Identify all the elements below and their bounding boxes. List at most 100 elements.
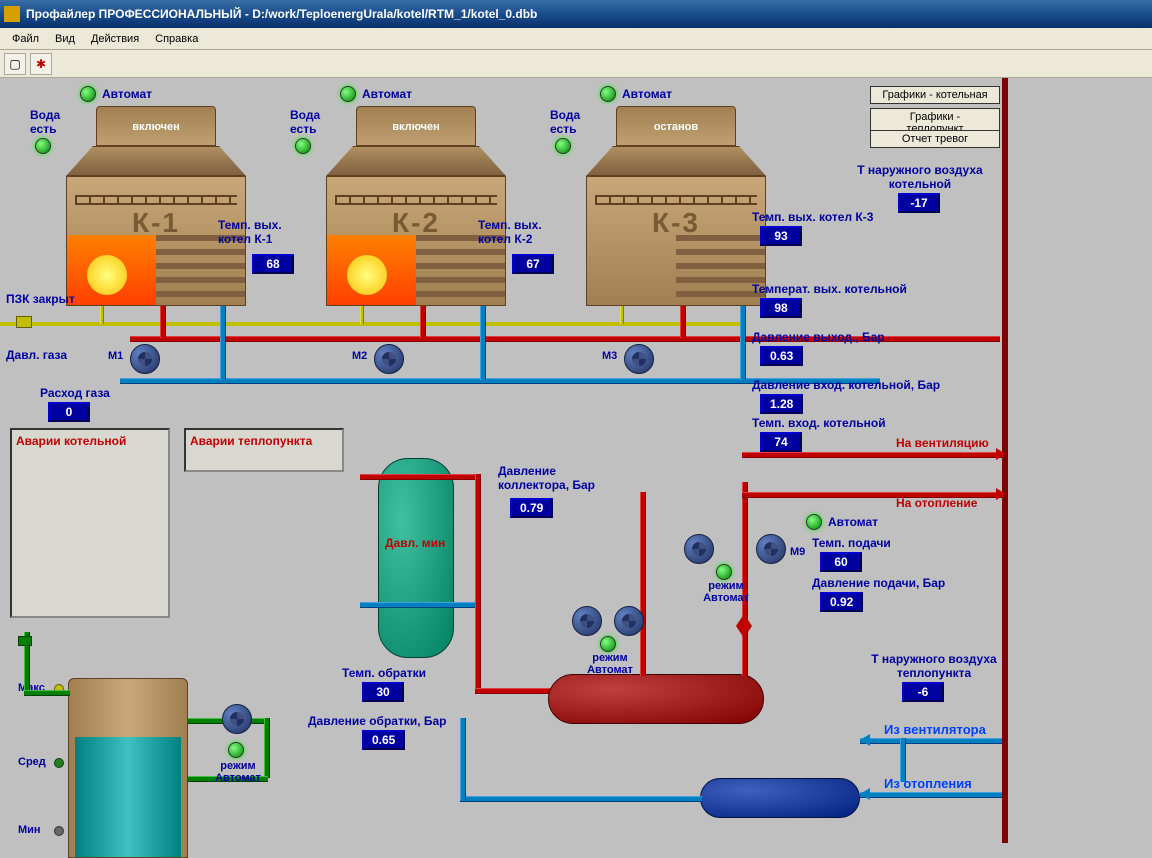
outpress-value: 0.63 <box>760 346 803 366</box>
blue-k3 <box>740 306 746 380</box>
level-min-dot <box>54 826 64 836</box>
gas-pipe-k2 <box>360 306 364 324</box>
k3-temp-label: Темп. вых. котел К-3 <box>752 210 873 224</box>
menu-file[interactable]: Файл <box>4 31 47 47</box>
coll-blue-bot <box>360 602 480 608</box>
collector-label: Давление коллектора, Бар <box>498 464 608 492</box>
led-green-icon <box>806 514 822 530</box>
outdoor-heat-label: Т наружного воздуха теплопункта <box>854 652 1014 680</box>
return-press-label: Давление обратки, Бар <box>308 714 447 728</box>
arrow-fvent <box>860 734 870 746</box>
supply-press-label: Давление подачи, Бар <box>812 576 945 590</box>
blue-from-vent <box>860 738 1002 744</box>
gas-flow-value: 0 <box>48 402 90 422</box>
pump-m3 <box>624 344 654 374</box>
red-k3 <box>680 306 686 338</box>
toolbar-button-1[interactable]: ▢ <box>4 53 26 75</box>
green-pipe-v2 <box>264 718 270 778</box>
menu-view[interactable]: Вид <box>47 31 83 47</box>
k2-temp-label: Темп. вых. котел К-2 <box>478 218 553 246</box>
m1-label: M1 <box>108 350 123 362</box>
return-press-value: 0.65 <box>362 730 405 750</box>
gas-pipe-k1 <box>100 306 104 324</box>
supply-auto: Автомат <box>806 514 878 530</box>
k3-auto: Автомат <box>600 86 672 102</box>
pump-makeup <box>222 704 252 734</box>
menubar: Файл Вид Действия Справка <box>0 28 1152 50</box>
outdoor-boiler-value: -17 <box>898 193 940 213</box>
collector-tank <box>378 458 454 658</box>
m3-label: M3 <box>602 350 617 362</box>
m9-label: M9 <box>790 546 805 558</box>
k1-water-label: Вода есть <box>30 108 66 136</box>
return-temp-value: 30 <box>362 682 404 702</box>
k1-auto-label: Автомат <box>102 87 152 101</box>
led-green-icon <box>80 86 96 102</box>
outtemp-value: 98 <box>760 298 802 318</box>
inpress-label: Давление вход. котельной, Бар <box>752 378 940 392</box>
pump-m1 <box>130 344 160 374</box>
arrow-vent <box>996 448 1006 460</box>
menu-actions[interactable]: Действия <box>83 31 147 47</box>
k1-temp-value: 68 <box>252 254 294 274</box>
gas-flow-label: Расход газа <box>40 386 110 400</box>
titlebar: Профайлер ПРОФЕССИОНАЛЬНЫЙ - D:/work/Tep… <box>0 0 1152 28</box>
level-mid-dot <box>54 758 64 768</box>
k1-auto: Автомат <box>80 86 152 102</box>
boiler-k3: останов К-3 <box>586 106 766 306</box>
k1-water-led <box>35 138 51 154</box>
boiler-k2: включен К-2 <box>326 106 506 306</box>
k1-temp-label: Темп. вых. котел К-1 <box>218 218 293 246</box>
red-k1 <box>160 306 166 338</box>
green-pipe-h <box>24 690 70 696</box>
k1-state: включен <box>132 121 180 133</box>
pump-pair2a <box>684 534 714 564</box>
boiler-k1: включен К-1 <box>66 106 246 306</box>
pump-pair1a <box>572 606 602 636</box>
alarm-report-button[interactable]: Отчет тревог <box>870 130 1000 148</box>
intemp-label: Темп. вход. котельной <box>752 416 886 430</box>
led-green-icon <box>340 86 356 102</box>
alarm-boiler-header: Аварии котельной <box>16 434 164 448</box>
charts-boiler-button[interactable]: Графики - котельная <box>870 86 1000 104</box>
pair1-mode: режим Автомат <box>585 652 635 676</box>
alarm-boiler-panel: Аварии котельной <box>10 428 170 618</box>
to-heat-label: На отопление <box>896 496 977 510</box>
k2-state: включен <box>392 121 440 133</box>
makeup-mode: режим Автомат <box>213 760 263 784</box>
k3-auto-label: Автомат <box>622 87 672 101</box>
pump-pair2b <box>756 534 786 564</box>
supply-auto-label: Автомат <box>828 515 878 529</box>
red-up1 <box>640 492 646 676</box>
collector-min: Давл. мин <box>385 536 445 550</box>
menu-help[interactable]: Справка <box>147 31 206 47</box>
red-k2 <box>420 306 426 338</box>
supply-temp-value: 60 <box>820 552 862 572</box>
level-mid: Сред <box>18 756 46 768</box>
gas-pipe-k3 <box>620 306 624 324</box>
toolbar-button-run[interactable]: ✱ <box>30 53 52 75</box>
outpress-label: Давление выход., Бар <box>752 330 885 344</box>
toolbar: ▢ ✱ <box>0 50 1152 78</box>
outtemp-label: Температ. вых. котельной <box>752 282 907 296</box>
intemp-value: 74 <box>760 432 802 452</box>
boundary-bar <box>1002 78 1008 843</box>
level-min: Мин <box>18 824 41 836</box>
valve-icon-b <box>736 626 752 638</box>
k3-state: останов <box>654 121 698 133</box>
arrow-fheat <box>860 788 870 800</box>
pair1-led <box>600 636 616 652</box>
from-vent-label: Из вентилятора <box>884 722 986 737</box>
blue-tank <box>700 778 860 818</box>
pair2-mode: режим Автомат <box>701 580 751 604</box>
return-temp-label: Темп. обратки <box>342 666 426 680</box>
inpress-value: 1.28 <box>760 394 803 414</box>
gas-press-label: Давл. газа <box>6 348 67 362</box>
k2-auto-label: Автомат <box>362 87 412 101</box>
k3-water-label: Вода есть <box>550 108 586 136</box>
blue-tank-left-up <box>460 718 466 800</box>
alarm-heat-panel: Аварии теплопункта <box>184 428 344 472</box>
k3-water-led <box>555 138 571 154</box>
outdoor-boiler-label: Т наружного воздуха котельной <box>840 163 1000 191</box>
red-vent <box>742 452 1002 458</box>
